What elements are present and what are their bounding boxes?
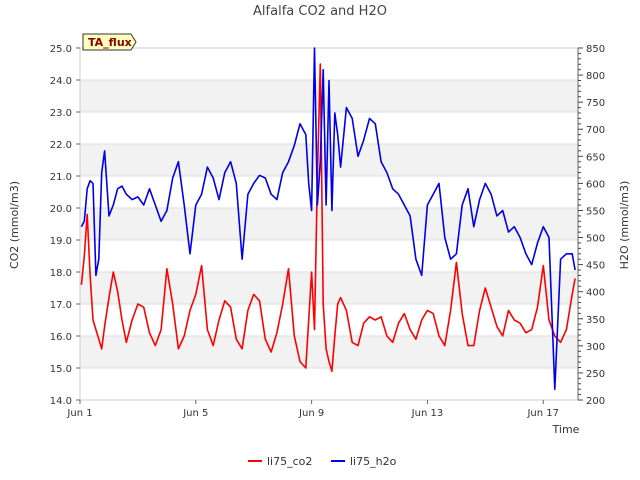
y2-tick-label: 400 bbox=[586, 288, 605, 299]
y-tick-label: 14.0 bbox=[50, 396, 72, 407]
legend: li75_co2 li75_h2o bbox=[248, 455, 397, 468]
y2-tick-label: 450 bbox=[586, 261, 605, 272]
y2-tick-label: 800 bbox=[586, 71, 605, 82]
y-tick-label: 17.0 bbox=[50, 300, 72, 311]
grid-band bbox=[80, 208, 578, 240]
y2-tick-label: 250 bbox=[586, 369, 605, 380]
annotation-box bbox=[82, 33, 137, 51]
y-tick-label: 20.0 bbox=[50, 204, 72, 215]
y-tick-label: 16.0 bbox=[50, 332, 72, 343]
y2-tick-label: 600 bbox=[586, 179, 605, 190]
grid-band bbox=[80, 144, 578, 176]
y2-tick-label: 650 bbox=[586, 152, 605, 163]
y-tick-label: 18.0 bbox=[50, 268, 72, 279]
y2-tick-label: 550 bbox=[586, 206, 605, 217]
series-layer bbox=[80, 47, 576, 391]
x-tick-label: Jun 5 bbox=[182, 408, 208, 419]
y2-tick-label: 850 bbox=[586, 44, 605, 55]
y-tick-label: 25.0 bbox=[50, 44, 72, 55]
y2-tick-label: 350 bbox=[586, 315, 605, 326]
x-axis-label: Time bbox=[552, 423, 580, 436]
legend-label-co2: li75_co2 bbox=[267, 455, 312, 468]
series-line-li75_h2o bbox=[80, 47, 576, 391]
annotation-text: TA_flux bbox=[88, 36, 132, 49]
y2-tick-label: 700 bbox=[586, 125, 605, 136]
x-tick-label: Jun 9 bbox=[298, 408, 324, 419]
legend-label-h2o: li75_h2o bbox=[350, 455, 397, 468]
y2-tick-label: 750 bbox=[586, 98, 605, 109]
y-tick-label: 23.0 bbox=[50, 108, 72, 119]
chart-title: Alfalfa CO2 and H2O bbox=[253, 4, 387, 19]
y-tick-label: 15.0 bbox=[50, 364, 72, 375]
y2-axis-label: H2O (mmol/m3) bbox=[618, 181, 631, 270]
x-axis: Jun 1 Jun 5 Jun 9 Jun 13 Jun 17 bbox=[66, 400, 559, 419]
y-axis-label: CO2 (mmol/m3) bbox=[8, 181, 21, 269]
ta-flux-annotation: TA_flux bbox=[82, 33, 137, 51]
y-tick-label: 19.0 bbox=[50, 236, 72, 247]
y-axis-right: 200 250 300 350 400 450 500 550 600 650 700 750 800 8… bbox=[577, 44, 605, 407]
y-tick-label: 24.0 bbox=[50, 76, 72, 87]
series-line-li75_co2 bbox=[80, 63, 576, 373]
y2-tick-label: 300 bbox=[586, 342, 605, 353]
y-axis-left: 14.0 15.0 16.0 17.0 18.0 19.0 20.0 21.0 22.0 23.0… bbox=[50, 44, 80, 407]
y-tick-label: 21.0 bbox=[50, 172, 72, 183]
x-tick-label: Jun 1 bbox=[66, 408, 92, 419]
grid-lines bbox=[80, 47, 578, 401]
grid-band bbox=[80, 272, 578, 304]
x-tick-label: Jun 17 bbox=[526, 408, 559, 419]
y2-tick-label: 200 bbox=[586, 396, 605, 407]
y-tick-label: 22.0 bbox=[50, 140, 72, 151]
y2-tick-label: 500 bbox=[586, 234, 605, 245]
background-bands bbox=[80, 80, 578, 368]
x-tick-label: Jun 13 bbox=[411, 408, 444, 419]
